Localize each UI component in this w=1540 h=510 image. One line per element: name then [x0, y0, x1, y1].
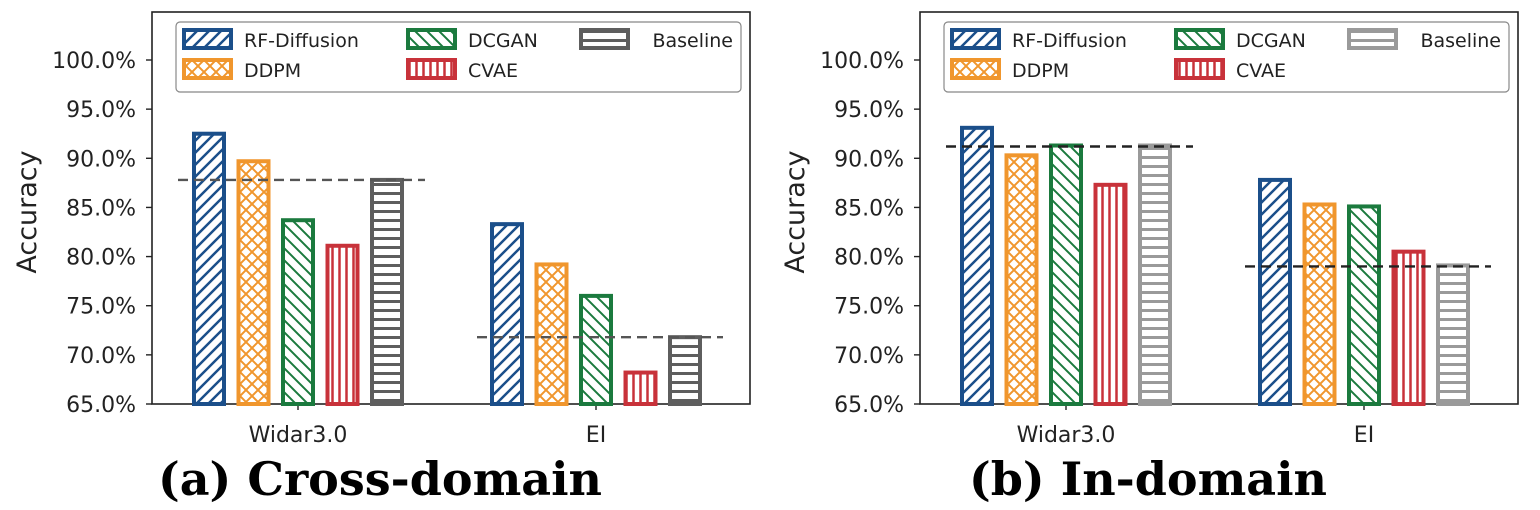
y-tick-label: 75.0% — [834, 295, 904, 320]
panel-in-domain: 65.0% 70.0% 75.0% 80.0% 85.0% 90.0% 95.0% 100.0… — [780, 11, 1519, 448]
bar-dcgan-widar3-0 — [1049, 143, 1083, 406]
bar-dcgan-widar3-0 — [281, 218, 315, 406]
legend-swatch-dcgan — [406, 28, 457, 50]
y-tick-label: 95.0% — [834, 98, 904, 123]
legend-item-rf-diffusion: RF-Diffusion — [950, 28, 1127, 52]
y-tick-label: 95.0% — [66, 98, 136, 123]
legend-label-dcgan: DCGAN — [468, 30, 538, 52]
bar-rf-diffusion-widar3-0 — [192, 131, 226, 406]
legend-item-baseline: Baseline — [579, 28, 733, 52]
bar-cvae-widar3-0 — [1093, 182, 1128, 406]
legend-swatch-cvae — [406, 58, 457, 80]
caption-cross-domain: (a) Cross-domain — [158, 452, 602, 506]
legend: RF-Diffusion DDPM DCGAN CVAE Baseline — [175, 21, 742, 93]
legend-item-cvae: CVAE — [406, 58, 518, 82]
bar-baseline-widar3-0 — [1138, 143, 1172, 406]
legend-label-baseline: Baseline — [652, 30, 733, 52]
y-tick-label: 85.0% — [834, 196, 904, 221]
legend-label-cvae: CVAE — [468, 60, 518, 82]
y-axis-label: Accuracy — [12, 150, 43, 273]
y-tick-label: 85.0% — [66, 196, 136, 221]
bar-baseline-ei — [668, 335, 702, 406]
legend-item-cvae: CVAE — [1174, 58, 1286, 82]
legend-swatch-ddpm — [182, 58, 233, 80]
y-tick-label: 80.0% — [66, 246, 136, 271]
bar-cvae-ei — [623, 370, 658, 407]
legend-label-dcgan: DCGAN — [1236, 30, 1306, 52]
x-tick-label-ei: EI — [1354, 423, 1374, 448]
legend-swatch-cvae — [1174, 58, 1225, 80]
legend-label-ddpm: DDPM — [244, 60, 301, 82]
x-tick-label-widar3-0: Widar3.0 — [249, 423, 348, 448]
legend-swatch-baseline — [579, 28, 630, 50]
y-tick-label: 65.0% — [66, 393, 136, 418]
legend-item-dcgan: DCGAN — [1174, 28, 1306, 52]
y-tick-label: 80.0% — [834, 246, 904, 271]
bar-cvae-widar3-0 — [325, 243, 360, 406]
bar-rf-diffusion-widar3-0 — [960, 125, 994, 407]
legend-label-cvae: CVAE — [1236, 60, 1286, 82]
bar-ddpm-widar3-0 — [1004, 153, 1039, 406]
legend-item-rf-diffusion: RF-Diffusion — [182, 28, 359, 52]
legend-swatch-dcgan — [1174, 28, 1225, 50]
bar-rf-diffusion-ei — [490, 222, 524, 406]
caption-in-domain: (b) In-domain — [969, 452, 1327, 506]
legend-swatch-rf-diffusion — [182, 28, 233, 50]
legend-item-dcgan: DCGAN — [406, 28, 538, 52]
legend-swatch-baseline — [1347, 28, 1398, 50]
panel-cross-domain: 65.0% 70.0% 75.0% 80.0% 85.0% 90.0% 95.0% 100.0… — [12, 11, 751, 448]
legend-label-rf-diffusion: RF-Diffusion — [1012, 30, 1127, 52]
legend-label-ddpm: DDPM — [1012, 60, 1069, 82]
bar-baseline-widar3-0 — [370, 177, 404, 406]
legend: RF-Diffusion DDPM DCGAN CVAE Baseline — [943, 21, 1510, 93]
y-tick-label: 100.0% — [820, 49, 904, 74]
bar-baseline-ei — [1436, 263, 1470, 406]
x-tick-label-widar3-0: Widar3.0 — [1017, 423, 1116, 448]
legend-label-rf-diffusion: RF-Diffusion — [244, 30, 359, 52]
legend-item-ddpm: DDPM — [182, 58, 301, 82]
legend-label-baseline: Baseline — [1420, 30, 1501, 52]
y-tick-label: 90.0% — [834, 147, 904, 172]
legend-swatch-ddpm — [950, 58, 1001, 80]
legend-item-baseline: Baseline — [1347, 28, 1501, 52]
bar-cvae-ei — [1391, 249, 1426, 406]
bar-ddpm-ei — [1302, 202, 1337, 406]
y-axis-label: Accuracy — [780, 150, 811, 273]
legend-item-ddpm: DDPM — [950, 58, 1069, 82]
bar-dcgan-ei — [579, 293, 613, 406]
y-tick-label: 100.0% — [52, 49, 136, 74]
bar-dcgan-ei — [1347, 204, 1381, 406]
y-tick-label: 65.0% — [834, 393, 904, 418]
bar-ddpm-widar3-0 — [236, 159, 271, 406]
y-tick-label: 70.0% — [834, 344, 904, 369]
x-tick-label-ei: EI — [586, 423, 606, 448]
bar-rf-diffusion-ei — [1258, 177, 1292, 406]
y-tick-label: 70.0% — [66, 344, 136, 369]
y-tick-label: 90.0% — [66, 147, 136, 172]
y-tick-label: 75.0% — [66, 295, 136, 320]
legend-swatch-rf-diffusion — [950, 28, 1001, 50]
bar-ddpm-ei — [534, 262, 569, 407]
